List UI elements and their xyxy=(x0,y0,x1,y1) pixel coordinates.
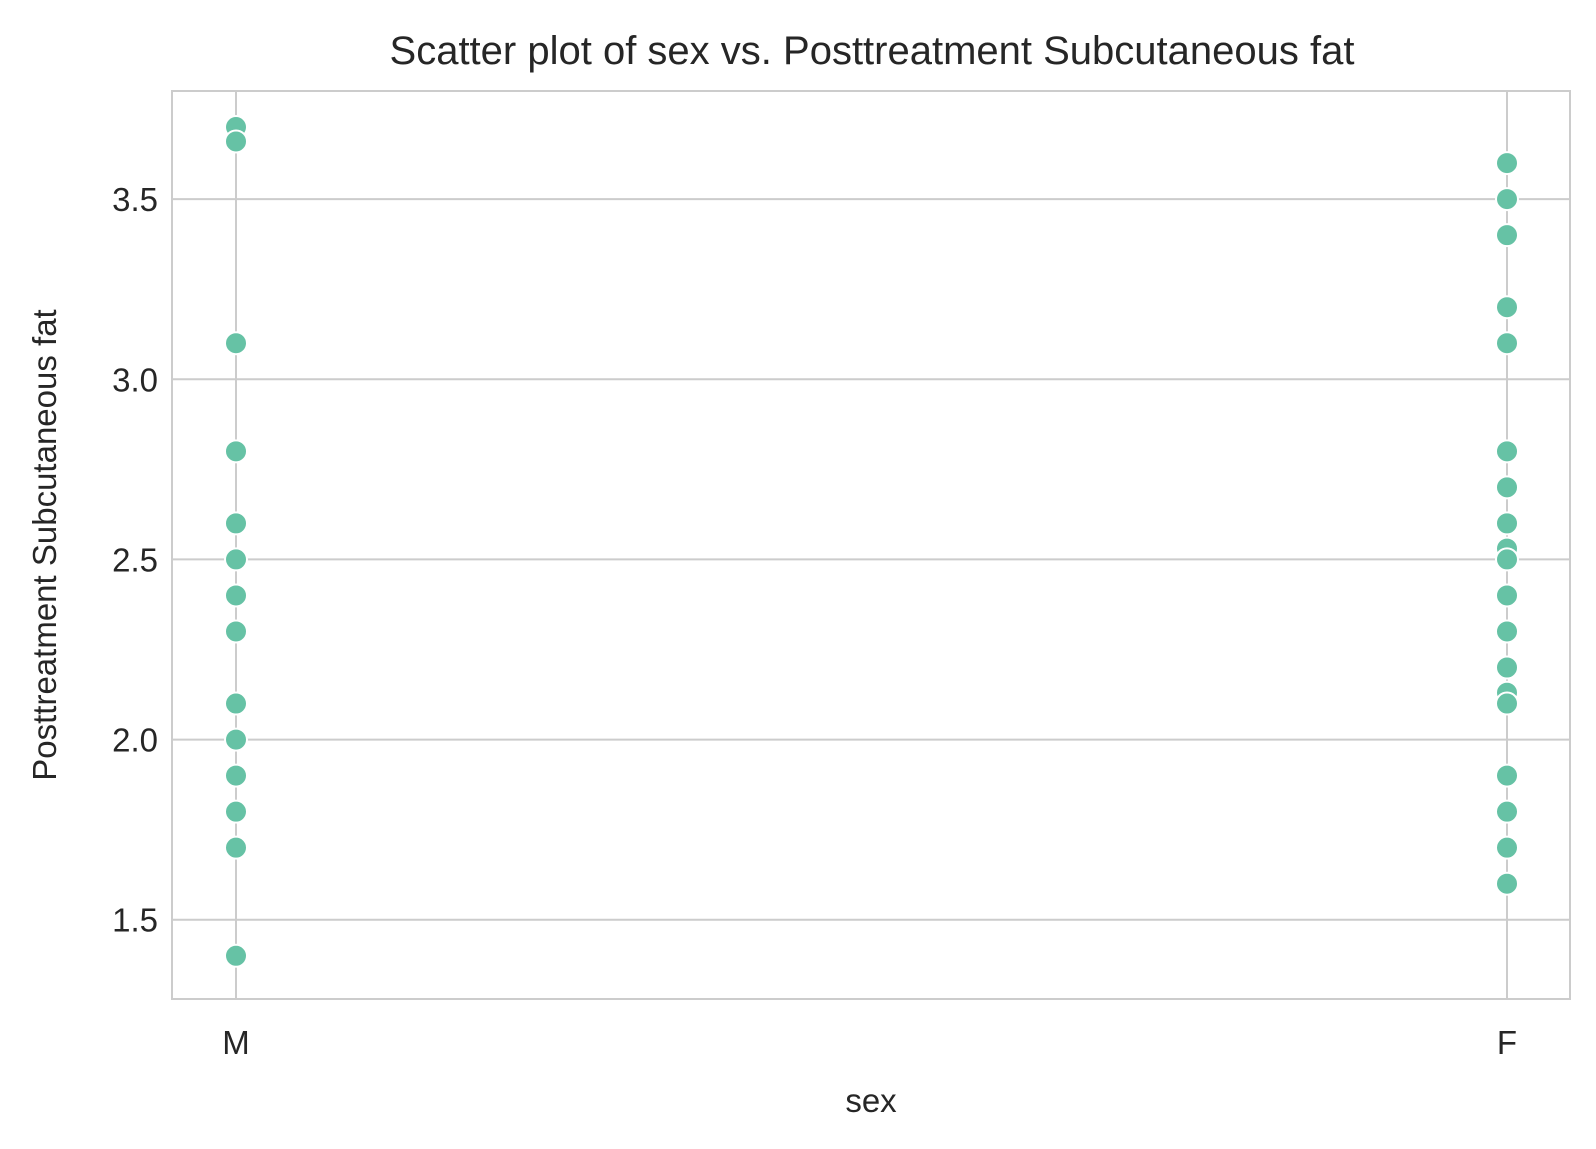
y-tick-label: 2.5 xyxy=(112,541,158,578)
y-tick-label: 3.5 xyxy=(112,181,158,218)
scatter-point xyxy=(224,727,248,752)
scatter-point xyxy=(1495,799,1519,824)
scatter-point xyxy=(1495,547,1519,572)
scatter-point xyxy=(224,691,248,716)
scatter-point xyxy=(1495,295,1519,320)
data-points xyxy=(224,115,1519,968)
scatter-point xyxy=(224,439,248,464)
scatter-point xyxy=(224,547,248,572)
scatter-point xyxy=(224,331,248,356)
x-axis-label: sex xyxy=(845,1082,897,1119)
grid xyxy=(172,91,1570,999)
scatter-point xyxy=(224,763,248,788)
chart-title: Scatter plot of sex vs. Posttreatment Su… xyxy=(390,29,1355,73)
scatter-point xyxy=(1495,187,1519,212)
scatter-point xyxy=(224,835,248,860)
scatter-point xyxy=(1495,223,1519,248)
y-tick-label: 1.5 xyxy=(112,902,158,939)
scatter-point xyxy=(1495,655,1519,680)
scatter-point xyxy=(1495,583,1519,608)
plot-frame xyxy=(171,90,1571,1000)
scatter-point xyxy=(1495,871,1519,896)
x-tick-label: M xyxy=(222,1024,250,1061)
scatter-point xyxy=(1495,763,1519,788)
x-tick-label: F xyxy=(1497,1024,1517,1061)
y-tick-label: 2.0 xyxy=(112,722,158,759)
scatter-point xyxy=(1495,511,1519,536)
scatter-point xyxy=(1495,691,1519,716)
scatter-point xyxy=(224,799,248,824)
y-axis-label: Posttreatment Subcutaneous fat xyxy=(26,309,63,780)
scatter-point xyxy=(1495,439,1519,464)
scatter-point xyxy=(1495,331,1519,356)
tick-labels: 1.5 2.0 2.5 3.0 3.5 M F xyxy=(112,181,1517,1061)
scatter-point xyxy=(224,619,248,644)
scatter-point xyxy=(1495,619,1519,644)
scatter-point xyxy=(224,943,248,968)
scatter-point xyxy=(224,511,248,536)
scatter-point xyxy=(1495,151,1519,176)
scatter-point xyxy=(224,583,248,608)
scatter-point xyxy=(1495,835,1519,860)
y-tick-label: 3.0 xyxy=(112,361,158,398)
scatter-point xyxy=(1495,475,1519,500)
scatter-point xyxy=(224,129,248,154)
